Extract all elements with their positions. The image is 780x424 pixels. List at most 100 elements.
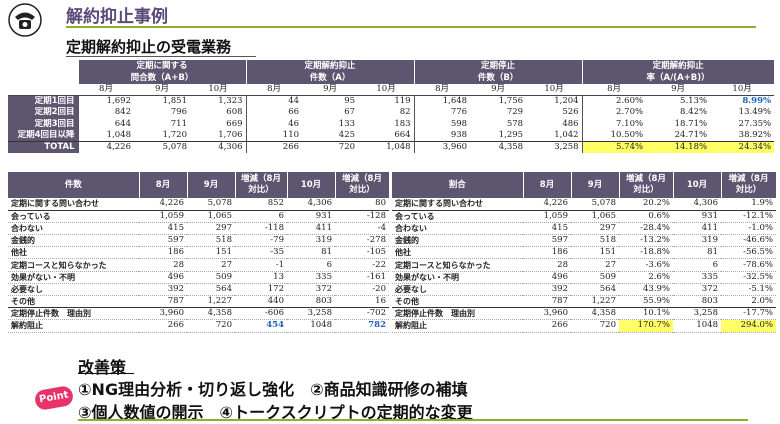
- table-row: その他 787 1,227 440 803 16: [8, 295, 389, 309]
- summary-cell: 720: [302, 141, 359, 153]
- improvement-line-2: ③個人数値の開示 ④トークスクリプトの定期的な変更: [78, 403, 473, 422]
- data-cell: 782: [335, 319, 389, 333]
- summary-cell: 8.99%: [742, 96, 772, 106]
- summary-cell: 729: [506, 107, 524, 118]
- summary-cell: 4,306: [190, 141, 247, 153]
- data-cell: 4,226: [139, 198, 187, 211]
- data-cell: 5,078: [571, 198, 619, 211]
- data-cell: 372: [287, 283, 335, 297]
- summary-cell: 27.35%: [738, 118, 772, 129]
- row-label: 合わない: [8, 222, 139, 236]
- summary-cell: 5,078: [134, 141, 190, 153]
- row-label: TOTAL: [8, 141, 78, 153]
- data-cell: 3,258: [673, 307, 721, 321]
- month-label: 8月: [246, 84, 303, 96]
- section-underline: [66, 56, 256, 57]
- group-header: 定期解約抑止: [582, 60, 775, 72]
- row-label: 定期2回目: [8, 107, 78, 119]
- summary-row: TOTAL 4,226 5,078 4,306 266 720 1,048 3,960 4,35…: [8, 141, 775, 153]
- table-row: 必要なし 392 564 43.9% 372 -5.1%: [392, 283, 776, 297]
- data-cell: 803: [287, 295, 335, 309]
- data-cell: 266: [139, 319, 187, 333]
- month-label: 8月: [414, 84, 471, 96]
- summary-cell: 10.50%: [581, 130, 647, 142]
- summary-cell: 4,226: [77, 141, 134, 153]
- data-cell: -46.6%: [721, 234, 776, 248]
- data-cell: 4,306: [673, 198, 721, 211]
- summary-cell: 133: [338, 118, 356, 129]
- table-row: 効果がない・不明 496 509 13 335 -161: [8, 271, 389, 284]
- summary-cell: 110: [245, 130, 303, 142]
- summary-cell: 664: [394, 130, 411, 140]
- data-cell: 803: [673, 295, 721, 309]
- data-cell: 266: [523, 319, 571, 333]
- data-cell: 852: [235, 198, 287, 211]
- data-cell: -5.1%: [721, 283, 776, 297]
- data-cell: 2.6%: [619, 271, 673, 284]
- row-label: その他: [392, 295, 523, 309]
- summary-cell: 578: [506, 118, 524, 129]
- row-label: 効果がない・不明: [392, 271, 523, 284]
- data-cell: 43.9%: [619, 283, 673, 297]
- row-label: 定期コースと知らなかった: [392, 258, 523, 272]
- summary-cell: 1,295: [498, 130, 524, 140]
- data-cell: 720: [571, 319, 619, 333]
- data-cell: -79: [235, 234, 287, 248]
- summary-cell: 95: [344, 96, 356, 106]
- row-label: 定期停止件数 理由別: [392, 307, 523, 321]
- row-label: 定期4回目以降: [8, 130, 78, 142]
- summary-cell: 711: [170, 118, 187, 129]
- row-label: 必要なし: [8, 283, 139, 297]
- table-row: 必要なし 392 564 172 372 -20: [8, 283, 389, 297]
- table-row: 効果がない・不明 496 509 2.6% 335 -32.5%: [392, 271, 776, 284]
- summary-cell: 608: [226, 107, 243, 118]
- column-header: 9月: [571, 172, 620, 198]
- data-cell: -28.4%: [619, 222, 673, 236]
- summary-cell: 1,706: [218, 130, 243, 140]
- data-cell: 496: [139, 271, 187, 284]
- data-cell: -56.5%: [721, 246, 776, 260]
- summary-cell: 24.71%: [674, 130, 708, 140]
- column-header: 増減（8月対比）: [619, 172, 674, 198]
- data-cell: 440: [235, 295, 287, 309]
- table-row: 定期に関する問い合わせ 4,226 5,078 20.2% 4,306 1.9%: [392, 198, 776, 211]
- summary-cell: 1,323: [218, 96, 243, 106]
- data-cell: -1: [235, 258, 287, 272]
- row-label: 定期1回目: [8, 95, 78, 107]
- summary-cell: 669: [226, 118, 243, 129]
- data-cell: -35: [235, 246, 287, 260]
- group-subheader: 問合数（A+B）: [78, 72, 247, 84]
- improvements-title: 改善策: [78, 358, 127, 377]
- summary-cell: 1,048: [77, 130, 134, 142]
- month-label: 10月: [190, 84, 247, 96]
- data-cell: 0.6%: [619, 210, 673, 223]
- data-cell: -128: [335, 210, 389, 223]
- data-cell: 509: [571, 271, 619, 284]
- data-cell: 16: [335, 295, 389, 309]
- table-row: その他 787 1,227 55.9% 803 2.0%: [392, 295, 776, 309]
- summary-cell: 598: [413, 118, 471, 130]
- data-cell: 335: [287, 271, 335, 284]
- table-row: 定期コースと知らなかった 28 27 -1 6 -22: [8, 258, 389, 272]
- column-header: 増減（8月対比）: [721, 172, 777, 198]
- summary-cell: 1,648: [413, 95, 471, 107]
- group-header: 定期に関する: [78, 60, 247, 72]
- summary-cell: 13.49%: [738, 107, 772, 118]
- summary-cell: 183: [394, 118, 411, 129]
- data-cell: -22: [335, 258, 389, 272]
- title-divider: [66, 26, 756, 28]
- table-row: 合わない 415 297 -118 411 -4: [8, 222, 389, 236]
- data-cell: 172: [235, 283, 287, 297]
- summary-cell: 5.74%: [581, 141, 647, 153]
- month-label: 9月: [470, 84, 527, 96]
- data-cell: 294.0%: [721, 319, 776, 333]
- summary-cell: 796: [170, 107, 187, 118]
- data-cell: 411: [287, 222, 335, 236]
- data-cell: 335: [673, 271, 721, 284]
- summary-cell: 1,048: [358, 141, 415, 153]
- page-title: 解約抑止事例: [66, 7, 168, 27]
- data-cell: 4,226: [523, 198, 571, 211]
- data-cell: 170.7%: [619, 319, 673, 333]
- point-badge: Point: [33, 384, 75, 412]
- bottom-divider: [78, 419, 748, 421]
